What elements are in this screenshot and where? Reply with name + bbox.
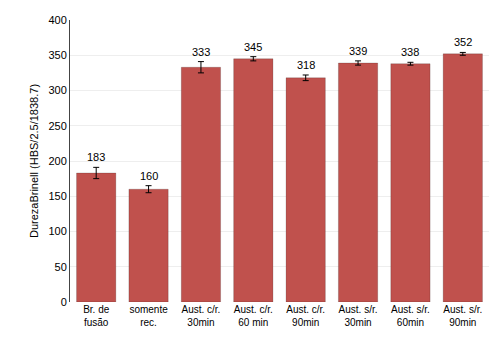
svg-text:350: 350 [48, 49, 66, 61]
svg-text:150: 150 [48, 190, 66, 202]
svg-text:DurezaBrinell (HBS/2.5/1838.7): DurezaBrinell (HBS/2.5/1838.7) [28, 84, 40, 238]
svg-text:333: 333 [192, 46, 210, 58]
svg-text:345: 345 [244, 41, 262, 53]
svg-text:50: 50 [55, 261, 67, 273]
svg-text:Aust. c/r.60 min: Aust. c/r.60 min [234, 304, 273, 328]
svg-text:339: 339 [349, 45, 367, 57]
svg-text:400: 400 [48, 14, 66, 26]
svg-text:Aust. s/r.30min: Aust. s/r.30min [339, 304, 378, 328]
svg-text:300: 300 [48, 84, 66, 96]
svg-text:250: 250 [48, 120, 66, 132]
svg-text:Aust. s/r.90min: Aust. s/r.90min [443, 304, 482, 328]
svg-text:0: 0 [61, 296, 67, 308]
svg-text:somenterec.: somenterec. [129, 304, 168, 328]
svg-text:Aust. c/r.90min: Aust. c/r.90min [286, 304, 325, 328]
svg-text:200: 200 [48, 155, 66, 167]
svg-text:183: 183 [87, 151, 105, 163]
svg-text:Aust. s/r.60min: Aust. s/r.60min [391, 304, 430, 328]
svg-text:352: 352 [454, 36, 472, 48]
svg-text:100: 100 [48, 225, 66, 237]
svg-text:Aust. c/r.30min: Aust. c/r.30min [181, 304, 220, 328]
svg-text:318: 318 [297, 59, 315, 71]
svg-text:160: 160 [140, 170, 158, 182]
svg-text:338: 338 [401, 46, 419, 58]
svg-text:Br. defusão: Br. defusão [83, 304, 110, 328]
